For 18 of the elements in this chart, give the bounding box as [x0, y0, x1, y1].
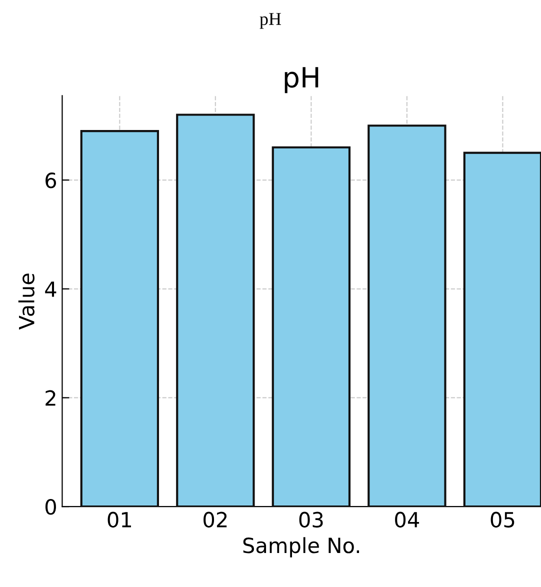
- bar: [80, 130, 160, 507]
- x-tick-label: 02: [204, 512, 227, 528]
- x-tick-label: 03: [299, 512, 323, 528]
- bar: [176, 114, 255, 507]
- x-tick-label: 01: [108, 512, 131, 528]
- bar: [272, 146, 351, 507]
- y-axis-title: Value: [18, 274, 35, 330]
- x-tick-label: 04: [395, 512, 420, 528]
- y-tick-label: 6: [46, 172, 56, 188]
- y-tick-label: 0: [45, 499, 56, 515]
- chart-title: pH: [284, 67, 318, 94]
- y-tick-label: 2: [46, 390, 56, 406]
- x-tick-label: 05: [490, 512, 514, 528]
- y-tick-label: 4: [45, 282, 56, 297]
- bar: [463, 152, 541, 507]
- bar: [368, 124, 446, 507]
- text: pH: [260, 13, 282, 29]
- x-axis-title: Sample No.: [243, 537, 360, 558]
